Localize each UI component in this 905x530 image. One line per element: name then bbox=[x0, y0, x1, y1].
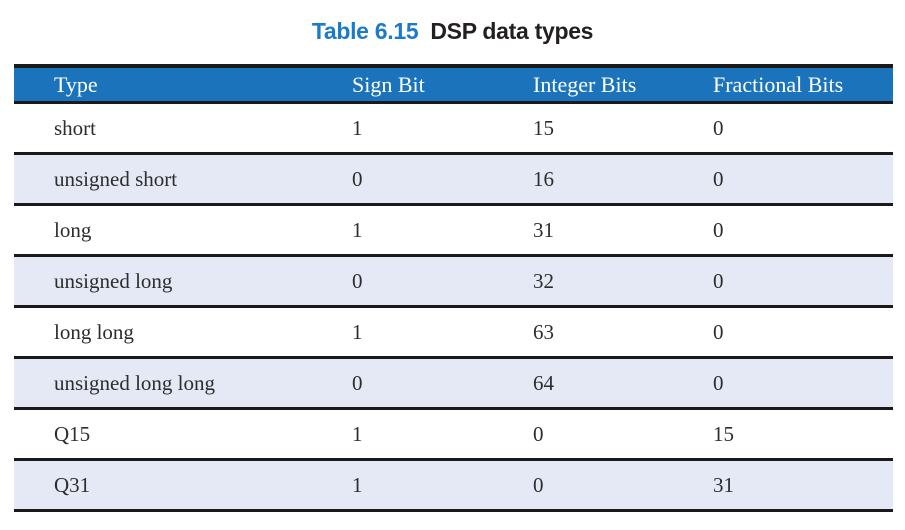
cell-fractional-bits: 0 bbox=[713, 306, 893, 359]
column-header-type: Type bbox=[14, 65, 352, 104]
cell-integer-bits: 16 bbox=[533, 153, 713, 206]
cell-type: Q15 bbox=[14, 408, 352, 461]
table-caption: DSP data types bbox=[430, 18, 594, 44]
cell-type: unsigned short bbox=[14, 153, 352, 206]
cell-integer-bits: 15 bbox=[533, 102, 713, 155]
cell-integer-bits: 32 bbox=[533, 255, 713, 308]
cell-type: unsigned long long bbox=[14, 357, 352, 410]
table-row: short 1 15 0 bbox=[14, 102, 893, 155]
cell-fractional-bits: 0 bbox=[713, 204, 893, 257]
cell-type: Q31 bbox=[14, 459, 352, 511]
table-row: long 1 31 0 bbox=[14, 204, 893, 257]
table-row: Q31 1 0 31 bbox=[14, 459, 893, 511]
cell-integer-bits: 64 bbox=[533, 357, 713, 410]
cell-integer-bits: 0 bbox=[533, 459, 713, 511]
table-number: Table 6.15 bbox=[311, 18, 419, 44]
table-row: unsigned long 0 32 0 bbox=[14, 255, 893, 308]
cell-sign-bit: 0 bbox=[352, 357, 533, 410]
table-row: unsigned long long 0 64 0 bbox=[14, 357, 893, 410]
header-row: Type Sign Bit Integer Bits Fractional Bi… bbox=[14, 65, 893, 104]
cell-integer-bits: 31 bbox=[533, 204, 713, 257]
column-header-sign-bit: Sign Bit bbox=[352, 65, 533, 104]
table-row: unsigned short 0 16 0 bbox=[14, 153, 893, 206]
column-header-integer-bits: Integer Bits bbox=[533, 65, 713, 104]
cell-sign-bit: 0 bbox=[352, 153, 533, 206]
cell-sign-bit: 1 bbox=[352, 204, 533, 257]
cell-fractional-bits: 0 bbox=[713, 153, 893, 206]
cell-integer-bits: 63 bbox=[533, 306, 713, 359]
cell-sign-bit: 1 bbox=[352, 102, 533, 155]
cell-fractional-bits: 0 bbox=[713, 357, 893, 410]
cell-fractional-bits: 15 bbox=[713, 408, 893, 461]
cell-fractional-bits: 0 bbox=[713, 102, 893, 155]
table-row: Q15 1 0 15 bbox=[14, 408, 893, 461]
cell-fractional-bits: 0 bbox=[713, 255, 893, 308]
cell-sign-bit: 1 bbox=[352, 306, 533, 359]
cell-type: unsigned long bbox=[14, 255, 352, 308]
cell-type: long long bbox=[14, 306, 352, 359]
table-row: long long 1 63 0 bbox=[14, 306, 893, 359]
column-header-fractional-bits: Fractional Bits bbox=[713, 65, 893, 104]
cell-sign-bit: 0 bbox=[352, 255, 533, 308]
dsp-data-types-table: Type Sign Bit Integer Bits Fractional Bi… bbox=[14, 64, 893, 512]
cell-integer-bits: 0 bbox=[533, 408, 713, 461]
table-body: short 1 15 0 unsigned short 0 16 0 long 1 31 0 unsig… bbox=[14, 102, 893, 511]
cell-type: long bbox=[14, 204, 352, 257]
cell-type: short bbox=[14, 102, 352, 155]
table-title: Table 6.15 DSP data types bbox=[0, 0, 905, 45]
cell-sign-bit: 1 bbox=[352, 408, 533, 461]
cell-sign-bit: 1 bbox=[352, 459, 533, 511]
cell-fractional-bits: 31 bbox=[713, 459, 893, 511]
table-header: Type Sign Bit Integer Bits Fractional Bi… bbox=[14, 65, 893, 104]
